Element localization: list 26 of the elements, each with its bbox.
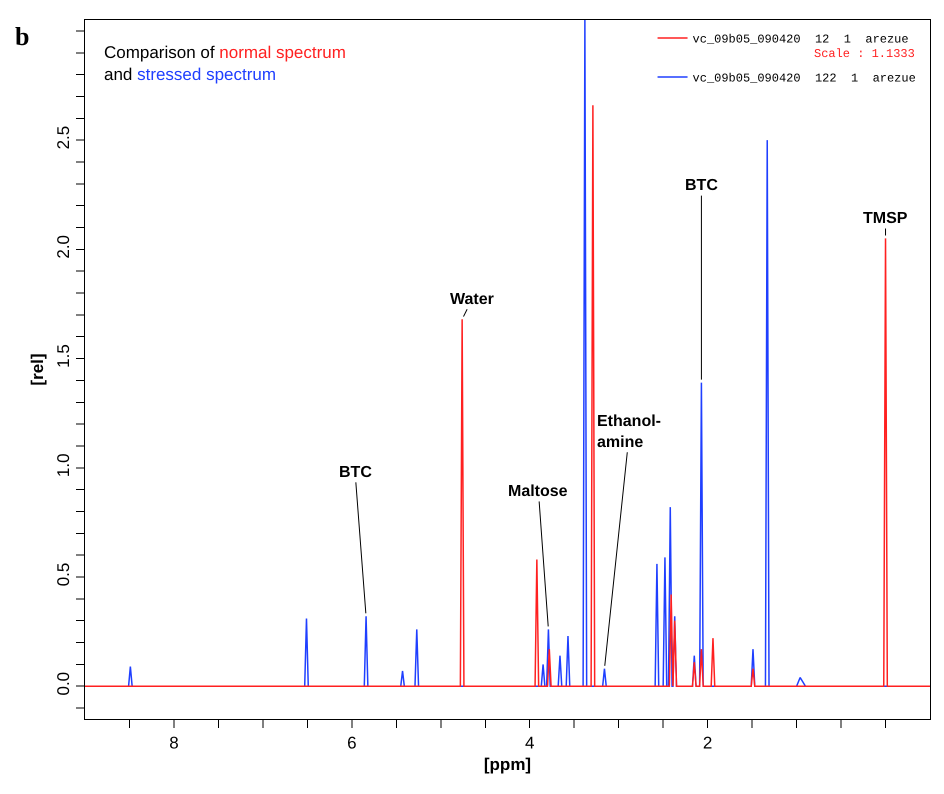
x-tick-label: 8 xyxy=(169,733,179,752)
annotation: normal spectrum xyxy=(219,43,346,62)
annotation: TMSP xyxy=(863,210,908,227)
x-tick-label: 6 xyxy=(347,733,357,752)
y-tick-label: 0.0 xyxy=(54,672,74,696)
x-tick-label: 2 xyxy=(702,733,712,752)
annotation: Comparison of xyxy=(104,43,215,62)
annotation: Maltose xyxy=(508,483,568,500)
annotation: Water xyxy=(450,291,494,308)
legend-label: vc_09b05_090420 122 1 arezue xyxy=(692,72,916,86)
y-tick-label: 2.0 xyxy=(54,234,74,259)
annotation: and xyxy=(104,65,132,84)
y-tick-label: 2.5 xyxy=(54,126,74,150)
annotation: stressed spectrum xyxy=(137,65,276,84)
annotation: BTC xyxy=(685,177,718,194)
annotation: Scale : 1.1333 xyxy=(814,47,915,61)
y-tick-label: 1.5 xyxy=(54,344,74,368)
text: b xyxy=(15,22,30,51)
y-axis-title: [rel] xyxy=(28,353,47,386)
x-tick-label: 4 xyxy=(525,733,534,752)
legend-label: vc_09b05_090420 12 1 arezue xyxy=(692,32,909,47)
annotation: Ethanol- amine xyxy=(597,413,661,451)
y-tick-label: 0.5 xyxy=(54,562,74,586)
x-axis-title: [ppm] xyxy=(484,754,532,774)
y-tick-label: 1.0 xyxy=(54,453,74,478)
annotation: BTC xyxy=(339,464,372,481)
